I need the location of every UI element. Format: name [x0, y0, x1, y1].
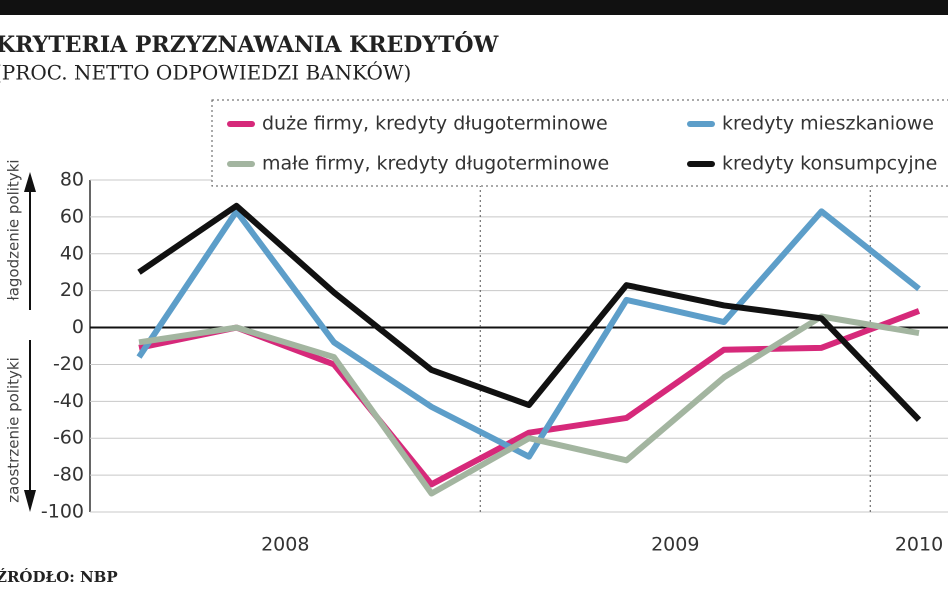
- x-group-label: 2010: [895, 534, 943, 556]
- series-line: [136, 208, 921, 460]
- arrow-up-head: [24, 172, 36, 192]
- lower-label: zaostrzenie polityki: [5, 357, 23, 503]
- x-group-label: 2008: [261, 534, 309, 556]
- legend-label: duże firmy, kredyty długoterminowe: [262, 113, 608, 135]
- arrow-down-head: [24, 490, 36, 512]
- y-tick-label: -20: [53, 353, 84, 375]
- legend-label: kredyty konsumpcyjne: [722, 153, 937, 175]
- y-tick-label: -100: [41, 501, 84, 523]
- y-tick-label: -80: [53, 464, 84, 486]
- series-line: [137, 202, 922, 422]
- y-tick-label: 60: [60, 205, 84, 227]
- legend-box: [211, 99, 948, 187]
- chart-subtitle: (PROC. NETTO ODPOWIEDZI BANKÓW): [0, 60, 411, 85]
- y-tick-label: 20: [60, 279, 84, 301]
- legend-label: małe firmy, kredyty długoterminowe: [262, 153, 609, 175]
- y-tick-label: 40: [60, 242, 84, 264]
- x-group-label: 2009: [651, 534, 699, 556]
- top-bar: [0, 0, 948, 15]
- chart-title: KRYTERIA PRZYZNAWANIA KREDYTÓW: [0, 31, 499, 58]
- y-tick-label: 0: [72, 316, 84, 338]
- y-tick-label: 80: [60, 169, 84, 191]
- source: ŹRÓDŁO: NBP: [0, 568, 118, 586]
- y-tick-label: -40: [53, 390, 84, 412]
- upper-label: łagodzenie polityki: [5, 159, 23, 300]
- series-line: [138, 313, 920, 497]
- y-tick-label: -60: [53, 427, 84, 449]
- legend-label: kredyty mieszkaniowe: [722, 113, 934, 135]
